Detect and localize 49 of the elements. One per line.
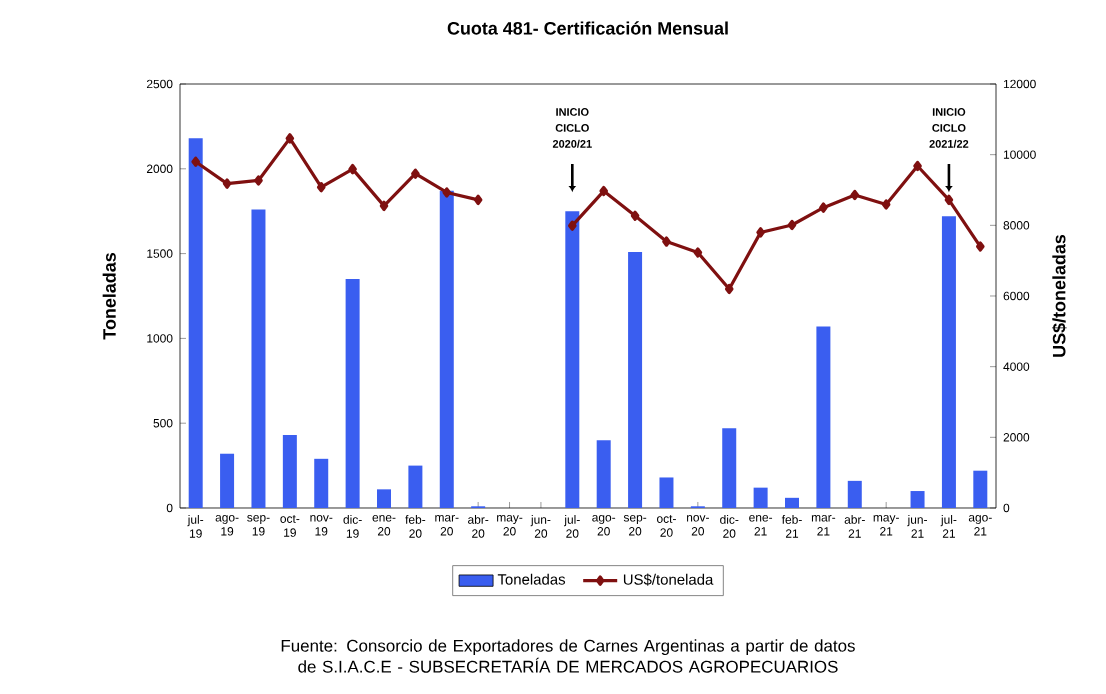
point — [348, 163, 357, 175]
point — [976, 241, 985, 252]
bar — [816, 326, 831, 508]
point — [881, 199, 891, 210]
point — [630, 210, 640, 221]
point — [442, 187, 452, 198]
bar — [659, 477, 674, 508]
bar — [220, 453, 235, 508]
bar — [565, 211, 580, 508]
point — [222, 178, 232, 189]
bar — [596, 440, 611, 508]
bar — [251, 209, 266, 508]
point — [254, 175, 263, 186]
bar — [345, 279, 360, 508]
bar — [314, 458, 329, 508]
bar — [628, 251, 643, 508]
bar — [408, 465, 423, 508]
bar — [753, 487, 768, 508]
point — [599, 185, 608, 197]
bar — [722, 428, 737, 508]
point — [285, 133, 295, 144]
point — [819, 202, 828, 213]
point — [411, 168, 420, 179]
bar — [377, 489, 391, 508]
point — [944, 194, 954, 206]
point — [850, 189, 860, 201]
point — [191, 156, 200, 167]
bar — [188, 138, 203, 508]
bar — [439, 190, 454, 508]
bar — [973, 470, 988, 508]
point — [316, 181, 326, 193]
point — [473, 194, 483, 206]
point — [913, 160, 922, 172]
point — [756, 227, 765, 238]
bar — [941, 216, 956, 508]
point — [662, 236, 671, 247]
point — [379, 200, 389, 212]
point — [787, 219, 797, 231]
point — [724, 283, 734, 295]
bar — [282, 435, 297, 508]
bar — [785, 497, 800, 508]
y-axis-title: Toneladas — [102, 253, 116, 340]
y2-axis-title: US$/toneladas — [1052, 234, 1067, 357]
bar — [910, 491, 925, 508]
bar — [847, 480, 862, 508]
source-note: Fuente: Consorcio de Exportadores de Carnes Argentinas a partir de datos de S.I.A.C.E - SUBSECRETARÍA DE MERCADOS AGROPECUARIOS — [281, 639, 855, 673]
chart-title: Cuota 481- Certificación Mensual — [447, 21, 728, 35]
point — [693, 247, 703, 258]
point — [568, 220, 577, 231]
